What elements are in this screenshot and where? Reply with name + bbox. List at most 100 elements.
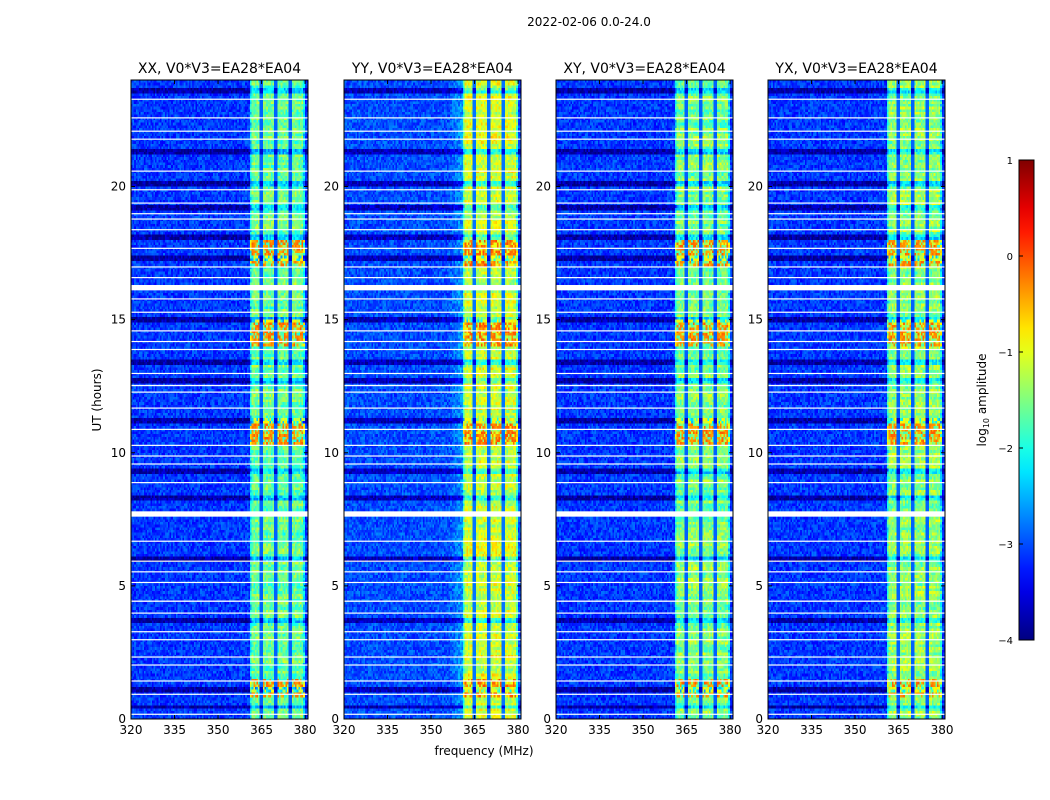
flagged-row: [768, 266, 945, 268]
flagged-row: [344, 571, 521, 573]
x-tick-label: 320: [333, 723, 356, 737]
flagged-row: [556, 407, 733, 409]
x-tick-label: 335: [163, 723, 186, 737]
flagged-row: [556, 298, 733, 300]
flagged-row: [344, 202, 521, 204]
flagged-row: [131, 218, 308, 220]
axes-frame: [767, 79, 946, 720]
flagged-row: [344, 482, 521, 484]
y-tick-label: 0: [543, 712, 551, 726]
x-tick-label: 320: [120, 723, 143, 737]
colorbar-tick-label: 1: [1007, 156, 1013, 167]
axes-frame: [555, 79, 734, 720]
y-tick-label: 10: [111, 446, 126, 460]
flagged-row: [556, 631, 733, 633]
y-tick-label: 5: [755, 579, 763, 593]
flagged-row: [344, 581, 521, 584]
flagged-row: [344, 277, 521, 279]
flagged-row: [344, 298, 521, 300]
flagged-row: [344, 189, 521, 191]
flagged-row: [768, 117, 945, 119]
axes-frame: [343, 79, 522, 720]
flagged-row: [131, 330, 308, 332]
flagged-row: [768, 444, 945, 446]
flagged-row: [768, 218, 945, 220]
flagged-band: [556, 600, 733, 602]
flagged-row: [131, 656, 308, 658]
flagged-row: [131, 277, 308, 279]
flagged-row: [768, 391, 945, 393]
flagged-row: [344, 631, 521, 633]
flagged-row: [131, 311, 308, 313]
flagged-row: [556, 348, 733, 351]
flagged-row: [344, 340, 521, 343]
flagged-row: [768, 631, 945, 633]
flagged-row: [556, 664, 733, 666]
x-axis-label: frequency (MHz): [434, 744, 533, 758]
x-tick-label: 350: [207, 723, 230, 737]
flagged-band: [344, 600, 521, 602]
flagged-row: [131, 455, 308, 457]
axes-frame: [130, 79, 309, 720]
flagged-row: [344, 98, 521, 100]
flagged-row: [556, 213, 733, 215]
flagged-row: [344, 639, 521, 641]
flagged-row: [768, 130, 945, 132]
flagged-row: [131, 391, 308, 393]
flagged-row: [344, 213, 521, 215]
flagged-band: [344, 384, 521, 387]
x-tick-label: 365: [675, 723, 698, 737]
flagged-row: [768, 463, 945, 465]
flagged-row: [131, 560, 308, 562]
flagged-row: [768, 170, 945, 172]
colorbar-tick-label: 0: [1007, 252, 1013, 263]
flagged-row: [768, 571, 945, 573]
flagged-row: [131, 189, 308, 191]
flagged-row: [556, 266, 733, 268]
flagged-row: [556, 391, 733, 393]
flagged-row: [768, 189, 945, 191]
flagged-band: [344, 285, 521, 291]
flagged-row: [131, 631, 308, 633]
flagged-band: [556, 384, 733, 387]
x-tick-label: 380: [507, 723, 530, 737]
flagged-band: [131, 600, 308, 602]
flagged-row: [131, 117, 308, 119]
flagged-row: [131, 664, 308, 666]
flagged-row: [556, 482, 733, 484]
flagged-row: [768, 298, 945, 300]
colorbar-label: log10 amplitude: [975, 354, 991, 447]
flagged-row: [131, 138, 308, 140]
flagged-row: [768, 407, 945, 409]
flagged-band: [344, 511, 521, 517]
flagged-row: [344, 444, 521, 446]
flagged-row: [344, 311, 521, 313]
flagged-row: [344, 372, 521, 375]
y-tick-label: 20: [111, 180, 126, 194]
y-tick-label: 15: [748, 313, 763, 327]
flagged-row: [556, 277, 733, 279]
flagged-row: [556, 130, 733, 132]
flagged-row: [344, 330, 521, 332]
flagged-row: [768, 656, 945, 658]
flagged-row: [768, 713, 945, 715]
flagged-row: [344, 391, 521, 393]
flagged-row: [556, 428, 733, 430]
flagged-row: [131, 428, 308, 430]
x-tick-label: 335: [588, 723, 611, 737]
flagged-row: [768, 311, 945, 313]
flagged-row: [556, 117, 733, 119]
flagged-row: [344, 170, 521, 172]
flagged-row: [768, 581, 945, 584]
flagged-row: [131, 482, 308, 484]
flagged-row: [556, 693, 733, 695]
flagged-row: [344, 540, 521, 542]
flagged-row: [556, 612, 733, 614]
flagged-row: [768, 277, 945, 279]
flagged-row: [556, 340, 733, 343]
flagged-row: [556, 581, 733, 584]
flagged-row: [768, 98, 945, 100]
flagged-row: [344, 680, 521, 682]
colorbar-tick-label: −1: [998, 348, 1013, 359]
